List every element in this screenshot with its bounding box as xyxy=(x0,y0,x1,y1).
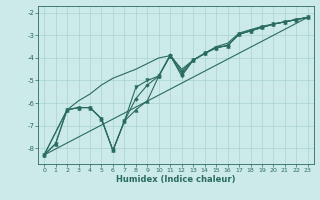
X-axis label: Humidex (Indice chaleur): Humidex (Indice chaleur) xyxy=(116,175,236,184)
